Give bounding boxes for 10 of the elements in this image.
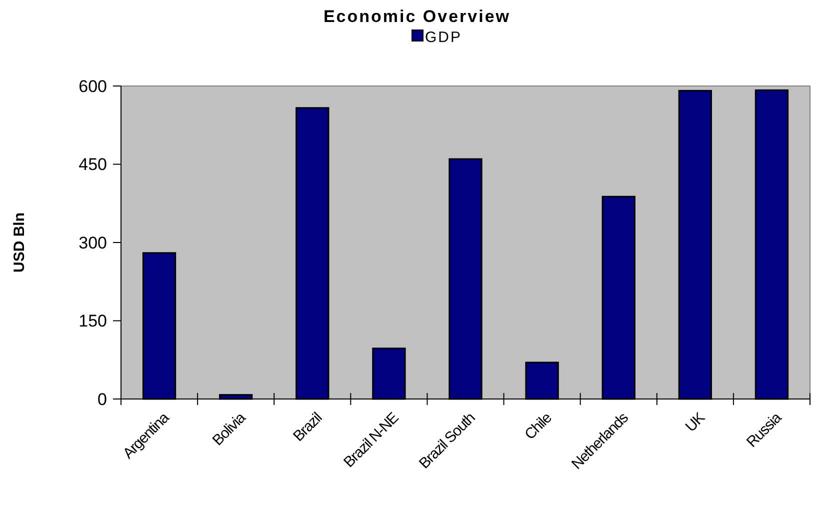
- y-tick-label: 450: [78, 155, 107, 174]
- x-tick-label: Chile: [522, 409, 556, 444]
- legend-label: GDP: [425, 29, 462, 46]
- y-tick-label: 150: [78, 312, 107, 331]
- y-axis-title: USD Bln: [11, 212, 28, 272]
- y-tick-label: 0: [98, 390, 107, 409]
- x-tick-label: UK: [682, 409, 709, 436]
- y-tick-label: 300: [78, 233, 107, 252]
- chart-title: Economic Overview: [323, 7, 511, 26]
- y-tick-label: 600: [78, 76, 107, 96]
